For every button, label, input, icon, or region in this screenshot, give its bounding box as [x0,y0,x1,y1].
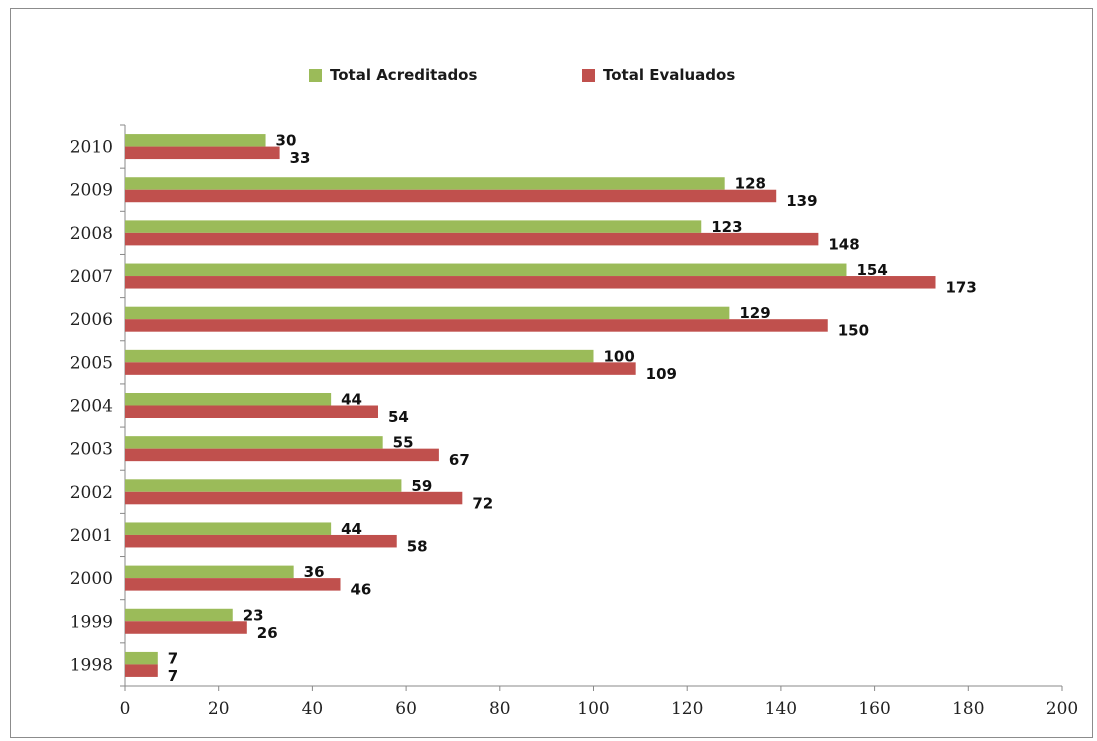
bar-acreditados [125,350,594,363]
bar-acreditados [125,522,331,535]
bar-evaluados [125,147,280,160]
bar-evaluados [125,621,247,634]
bar-evaluados [125,406,378,419]
bar-evaluados [125,319,828,332]
x-tick-label: 80 [489,699,511,719]
bar-acreditados [125,134,266,147]
bar-evaluados [125,449,439,462]
category-label: 2003 [70,440,113,460]
category-label: 2006 [70,310,113,330]
data-label-evaluados: 139 [786,192,817,210]
bar-acreditados [125,652,158,665]
category-label: 1998 [70,655,113,675]
bar-evaluados [125,578,341,591]
category-label: 2000 [70,569,113,589]
bar-acreditados [125,566,294,579]
data-label-evaluados: 109 [646,365,677,383]
data-label-acreditados: 7 [168,649,178,667]
bar-acreditados [125,220,701,233]
x-tick-label: 180 [952,699,984,719]
bar-acreditados [125,307,729,320]
bar-evaluados [125,535,397,548]
x-tick-label: 100 [577,699,609,719]
x-tick-label: 120 [671,699,703,719]
category-label: 2010 [70,138,113,158]
data-label-evaluados: 7 [168,667,178,685]
data-label-evaluados: 72 [472,494,493,512]
category-label: 2004 [70,397,113,417]
data-label-evaluados: 46 [351,581,372,599]
bar-evaluados [125,664,158,677]
data-label-evaluados: 150 [838,322,869,340]
category-label: 2007 [70,267,113,287]
bar-acreditados [125,609,233,622]
bar-evaluados [125,362,636,375]
category-label: 2008 [70,224,113,244]
data-label-evaluados: 148 [828,235,859,253]
x-tick-label: 200 [1046,699,1078,719]
data-label-evaluados: 67 [449,451,470,469]
category-label: 2005 [70,353,113,373]
data-label-evaluados: 58 [407,537,428,555]
data-label-evaluados: 33 [290,149,311,167]
x-tick-label: 60 [395,699,417,719]
data-label-evaluados: 54 [388,408,409,426]
data-label-evaluados: 26 [257,624,278,642]
x-tick-label: 40 [302,699,324,719]
category-label: 2001 [70,526,113,546]
x-tick-label: 160 [858,699,890,719]
x-tick-label: 140 [765,699,797,719]
category-label: 2002 [70,483,113,503]
x-tick-label: 0 [120,699,131,719]
x-tick-label: 20 [208,699,230,719]
category-label: 1999 [70,612,113,632]
bar-evaluados [125,233,818,246]
data-label-evaluados: 173 [946,279,977,297]
bar-evaluados [125,492,462,505]
bar-acreditados [125,177,725,190]
bar-acreditados [125,264,846,277]
bar-evaluados [125,276,936,289]
bar-acreditados [125,393,331,406]
bar-acreditados [125,479,401,492]
bar-acreditados [125,436,383,449]
category-label: 2009 [70,181,113,201]
bar-evaluados [125,190,776,203]
